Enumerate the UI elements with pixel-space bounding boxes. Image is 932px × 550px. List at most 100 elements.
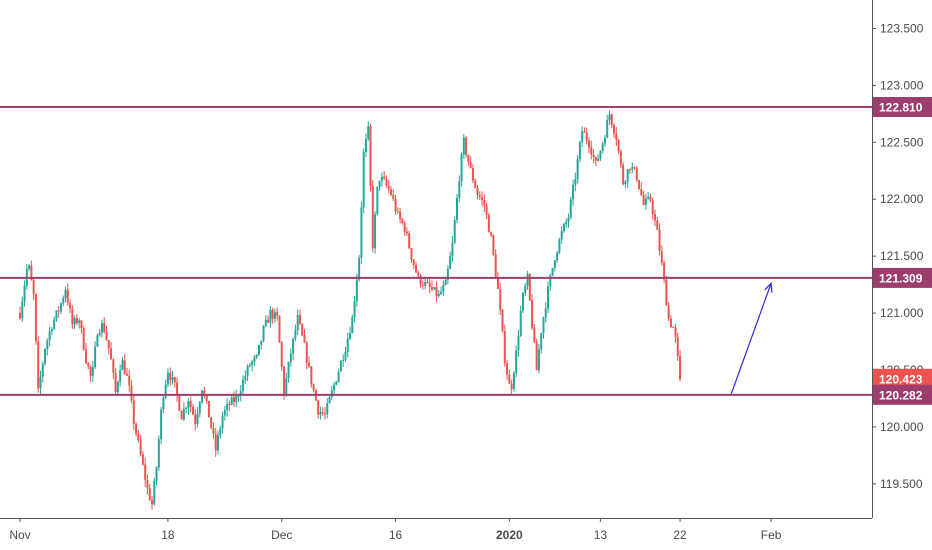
candle-body [581, 131, 584, 143]
candle-body [521, 293, 524, 311]
candle-body [378, 180, 381, 187]
candle-body [492, 235, 495, 255]
candle-body [239, 391, 242, 396]
candle-body [339, 360, 342, 372]
candle-body [540, 333, 543, 350]
candle-body [346, 338, 349, 352]
candle-body [471, 167, 474, 181]
candle-body [403, 223, 406, 232]
time-tick-label: 13 [594, 528, 608, 542]
candle-body [85, 349, 88, 363]
candle-body [28, 265, 31, 269]
last-price-badge [873, 368, 932, 389]
candle-body [544, 308, 547, 318]
price-tick-label: 122.500 [880, 135, 924, 149]
candle-body [474, 180, 477, 188]
candle-body [228, 404, 231, 406]
candle-body [323, 413, 326, 415]
candle-body [508, 374, 511, 384]
candle-body [647, 196, 650, 199]
candle-body [667, 305, 670, 319]
candle-body [71, 308, 74, 325]
candle-body [342, 359, 345, 361]
candle-body [310, 366, 313, 385]
time-axis-bg [0, 518, 932, 550]
candle-body [588, 140, 590, 148]
candle-body [654, 214, 657, 221]
candle-body [276, 312, 279, 316]
candle-body [679, 355, 682, 380]
candle-body [485, 205, 488, 215]
time-tick-label: Dec [271, 528, 292, 542]
candle-body [285, 378, 288, 396]
candle-body [572, 184, 575, 200]
candle-body [317, 400, 320, 415]
candle-body [560, 231, 563, 240]
candle-body [280, 342, 283, 367]
candle-body [551, 267, 554, 276]
price-tick-label: 121.500 [880, 249, 924, 263]
candle-body [453, 220, 456, 243]
candle-body [128, 375, 131, 386]
candle-body [289, 353, 292, 363]
projection-arrow[interactable] [730, 283, 772, 395]
candle-body [460, 154, 463, 182]
candle-body [116, 381, 119, 393]
candle-body [130, 385, 133, 401]
candle-body [415, 265, 418, 273]
last-price-badge-text: 120.423 [879, 372, 923, 386]
candle-body [21, 301, 24, 319]
candle-body [73, 318, 76, 325]
candle-body [663, 262, 666, 280]
candle-body [626, 169, 629, 182]
candle-body [449, 256, 452, 269]
candle-body [633, 166, 636, 169]
candle-body [207, 400, 210, 418]
candle-body [389, 189, 392, 195]
level-price-badge [873, 97, 932, 118]
candle-body [242, 379, 245, 392]
candle-body [533, 327, 536, 343]
candle-body [524, 286, 527, 294]
candle-body [556, 252, 559, 261]
candle-body [198, 402, 201, 414]
candle-body [506, 363, 509, 375]
candle-body [223, 410, 226, 416]
candle-body [656, 220, 659, 230]
candle-body [640, 189, 643, 196]
arrow-layer [730, 282, 773, 395]
candle-body [264, 319, 267, 327]
price-tick-label: 123.000 [880, 78, 924, 92]
candle-body [362, 151, 365, 208]
candle-body [180, 410, 183, 420]
candle-body [565, 221, 568, 224]
candle-body [257, 344, 260, 355]
candle-body [171, 377, 174, 381]
candle-body [230, 397, 233, 405]
candle-body [478, 194, 481, 198]
candle-body [676, 337, 679, 356]
candle-body [308, 362, 311, 367]
candle-body [189, 401, 192, 407]
candle-body [298, 315, 301, 325]
candle-body [337, 371, 340, 382]
time-tick-label: 18 [161, 528, 175, 542]
candle-body [321, 412, 324, 414]
candle-body [433, 287, 436, 290]
candle-body [355, 279, 358, 302]
candle-body [155, 467, 158, 481]
candle-body [37, 341, 40, 389]
candle-body [98, 332, 101, 336]
candle-body [253, 357, 256, 362]
candle-body [371, 185, 374, 249]
time-tick-label: Feb [761, 528, 782, 542]
candle-body [601, 143, 604, 151]
candle-body [64, 289, 67, 298]
candle-body [105, 331, 108, 340]
candle-body [114, 372, 117, 393]
candle-body [235, 396, 238, 402]
candle-body [107, 339, 110, 349]
candle-body [435, 287, 438, 297]
candle-body [221, 415, 224, 429]
